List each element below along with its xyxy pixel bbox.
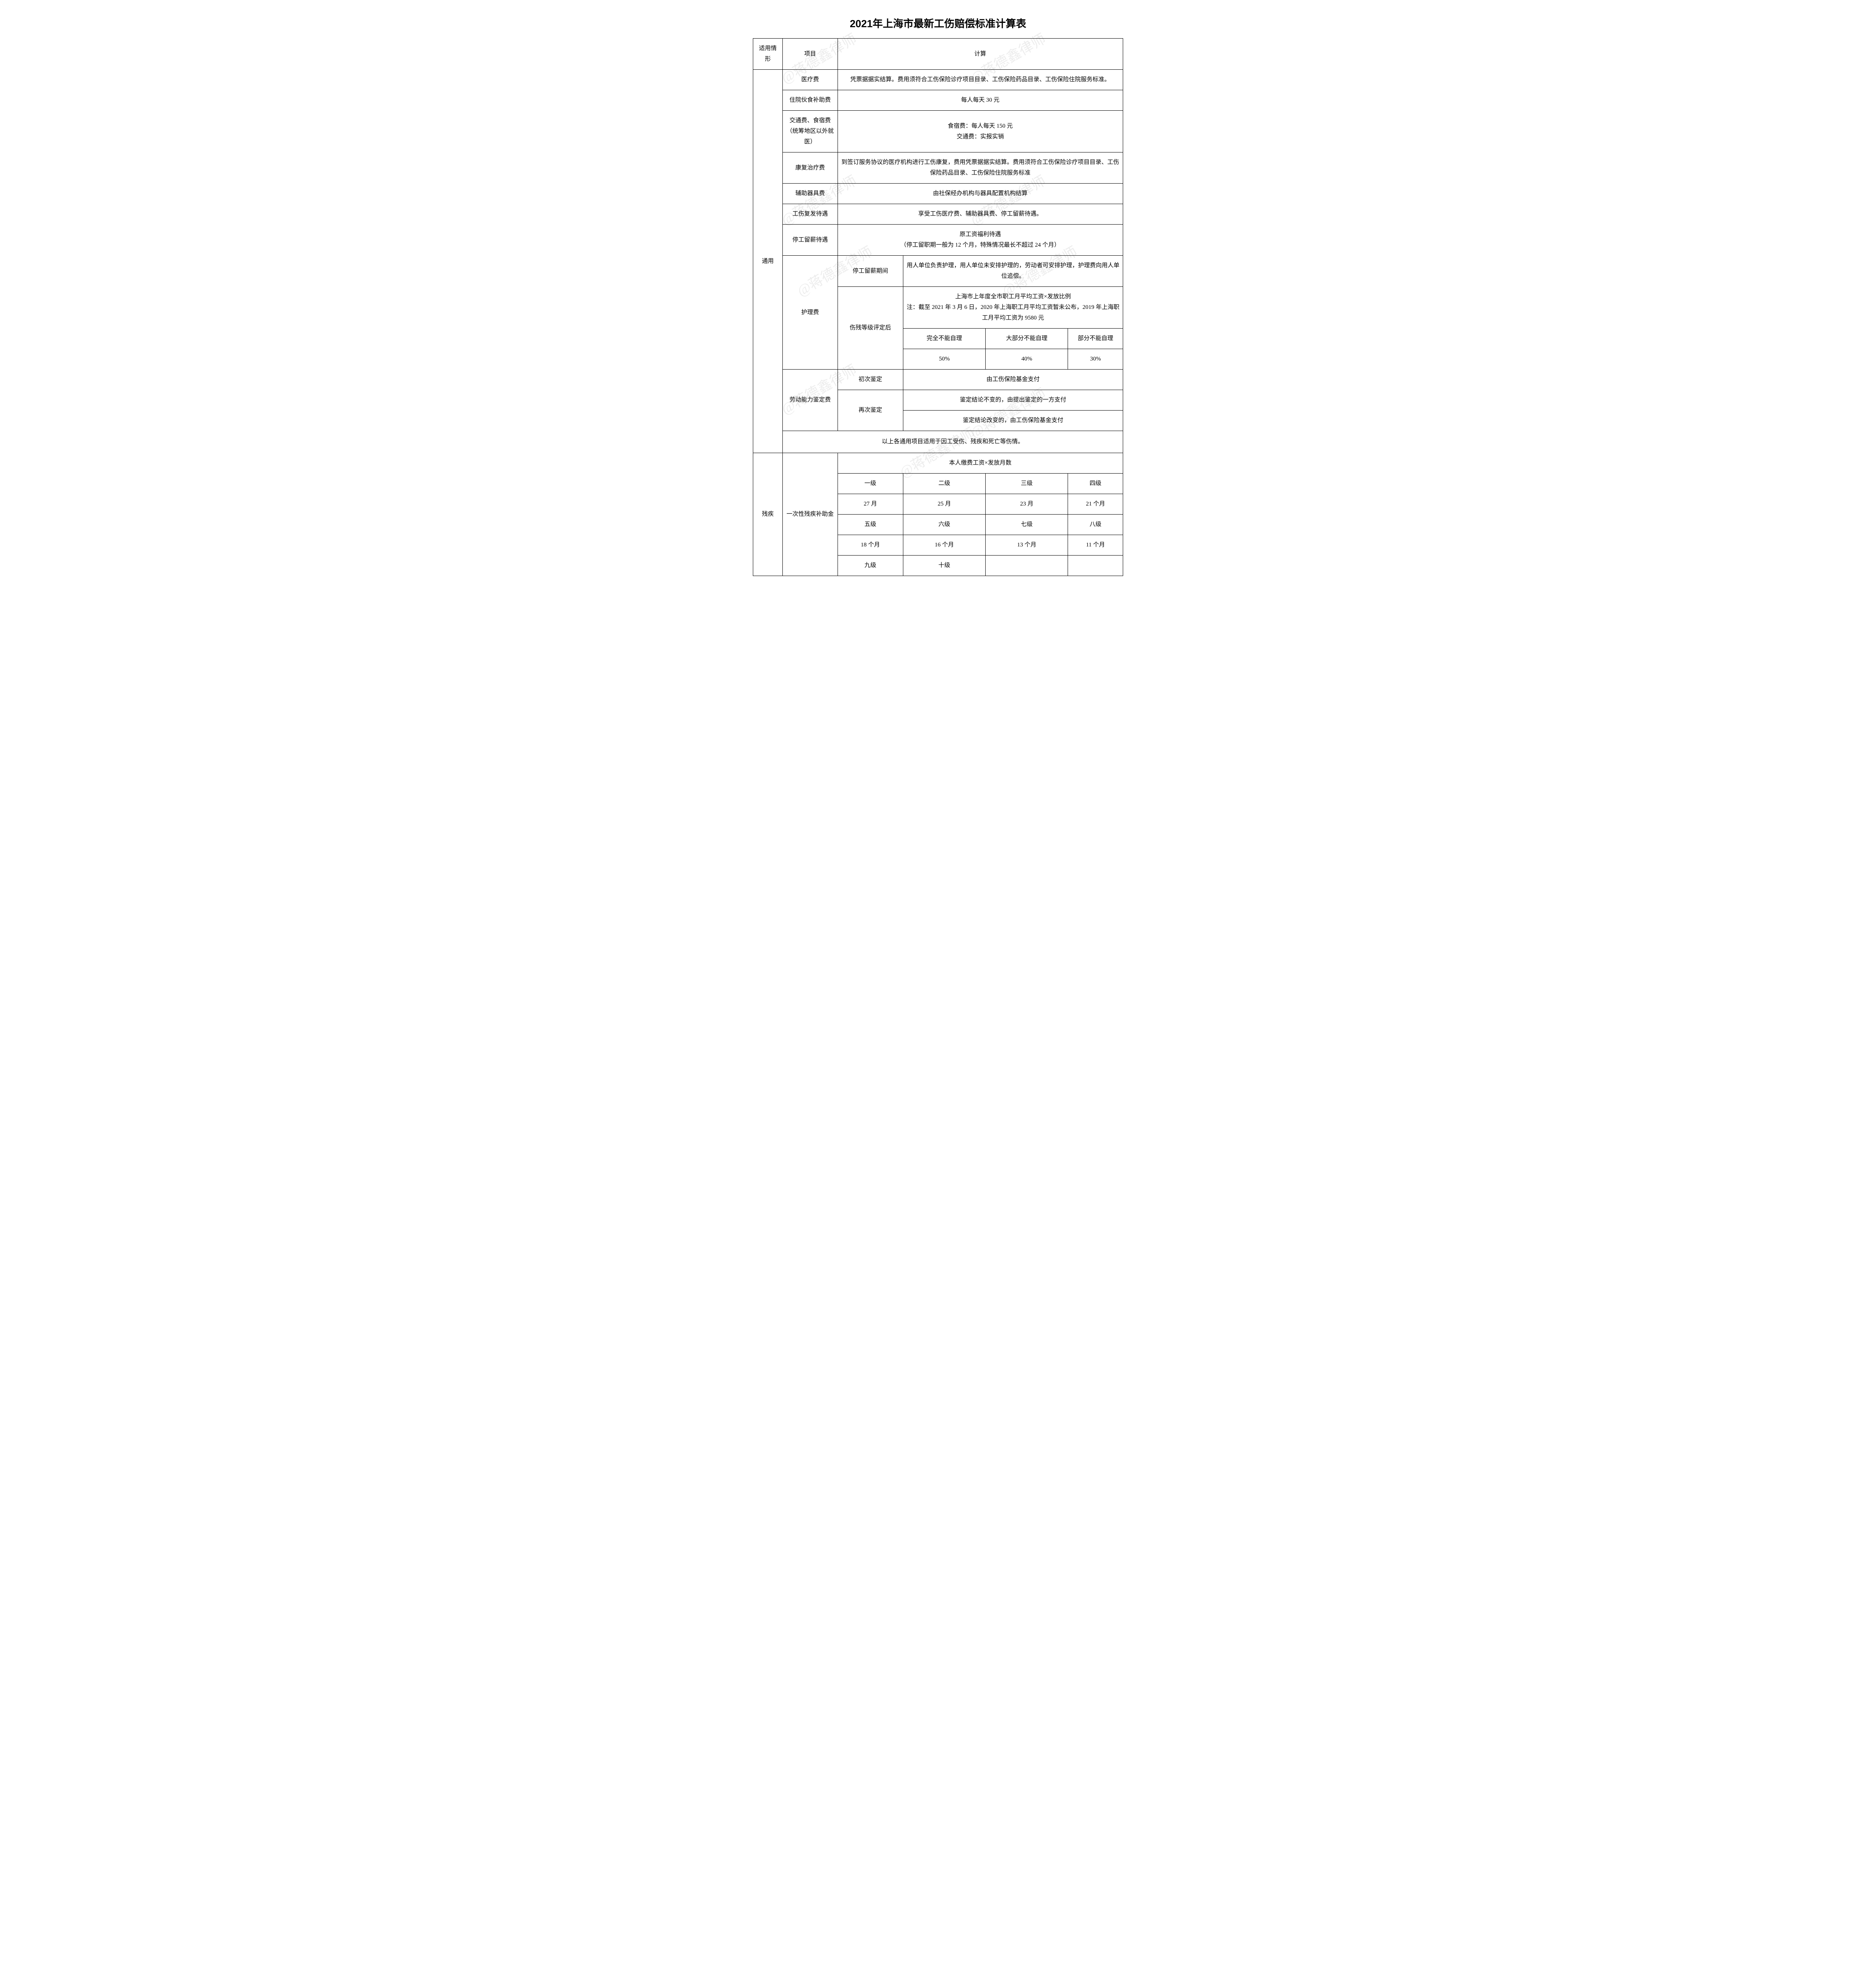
item-cell: 医疗费 bbox=[783, 70, 838, 90]
grade-cell: 四级 bbox=[1068, 474, 1123, 494]
table-row: 工伤复发待遇 享受工伤医疗费、辅助器具费、停工留薪待遇。 bbox=[753, 204, 1123, 225]
item-cell: 停工留薪待遇 bbox=[783, 225, 838, 256]
calc-cell: 享受工伤医疗费、辅助器具费、停工留薪待遇。 bbox=[838, 204, 1123, 225]
item-cell: 辅助器具费 bbox=[783, 184, 838, 204]
compensation-table: 适用情形 项目 计算 通用 医疗费 凭票据据实结算。费用须符合工伤保险诊疗项目目… bbox=[753, 38, 1123, 576]
grade-cell: 五级 bbox=[838, 515, 903, 535]
nursing-h2: 大部分不能自理 bbox=[986, 329, 1068, 349]
month-cell: 18 个月 bbox=[838, 535, 903, 556]
month-cell: 23 月 bbox=[986, 494, 1068, 515]
nursing-sub1-label: 停工留薪期间 bbox=[838, 256, 903, 287]
grade-cell: 八级 bbox=[1068, 515, 1123, 535]
scope-general: 通用 bbox=[753, 70, 783, 453]
general-footnote-row: 以上各通用项目适用于因工受伤、残疾和死亡等伤情。 bbox=[753, 431, 1123, 453]
nursing-h1: 完全不能自理 bbox=[903, 329, 985, 349]
nursing-v1: 50% bbox=[903, 349, 985, 370]
item-cell: 住院伙食补助费 bbox=[783, 90, 838, 111]
table-row: 残疾 一次性残疾补助金 本人缴费工资×发放月数 bbox=[753, 453, 1123, 474]
nursing-h3: 部分不能自理 bbox=[1068, 329, 1123, 349]
calc-cell: 由社保经办机构与器具配置机构结算 bbox=[838, 184, 1123, 204]
calc-cell: 食宿费：每人每天 150 元 交通费：实报实销 bbox=[838, 111, 1123, 152]
month-cell: 27 月 bbox=[838, 494, 903, 515]
table-row: 停工留薪待遇 原工资福利待遇 （停工留职期一般为 12 个月，特殊情况最长不超过… bbox=[753, 225, 1123, 256]
table-header-row: 适用情形 项目 计算 bbox=[753, 39, 1123, 70]
scope-disability: 残疾 bbox=[753, 453, 783, 576]
page-title: 2021年上海市最新工伤赔偿标准计算表 bbox=[753, 16, 1123, 30]
lump-formula: 本人缴费工资×发放月数 bbox=[838, 453, 1123, 474]
appraisal-again-label: 再次鉴定 bbox=[838, 390, 903, 431]
calc-cell: 到签订服务协议的医疗机构进行工伤康复，费用凭票据据实结算。费用须符合工伤保险诊疗… bbox=[838, 152, 1123, 184]
grade-cell: 六级 bbox=[903, 515, 985, 535]
month-cell: 16 个月 bbox=[903, 535, 985, 556]
grade-cell: 二级 bbox=[903, 474, 985, 494]
table-row: 护理费 停工留薪期间 用人单位负责护理，用人单位未安排护理的，劳动者可安排护理，… bbox=[753, 256, 1123, 287]
header-item: 项目 bbox=[783, 39, 838, 70]
nursing-sub2-label: 伤残等级评定后 bbox=[838, 287, 903, 370]
appraisal-again-c2: 鉴定结论改变的，由工伤保险基金支付 bbox=[903, 411, 1123, 431]
header-scope: 适用情形 bbox=[753, 39, 783, 70]
appraisal-again-c1: 鉴定结论不变的，由提出鉴定的一方支付 bbox=[903, 390, 1123, 411]
item-cell: 康复治疗费 bbox=[783, 152, 838, 184]
table-row: 辅助器具费 由社保经办机构与器具配置机构结算 bbox=[753, 184, 1123, 204]
calc-cell: 每人每天 30 元 bbox=[838, 90, 1123, 111]
grade-cell: 三级 bbox=[986, 474, 1068, 494]
table-row: 交通费、食宿费（统筹地区以外就医） 食宿费：每人每天 150 元 交通费：实报实… bbox=[753, 111, 1123, 152]
page: @蒋德鑫律师 @蒋德鑫律师 @蒋德鑫律师 @蒋德鑫律师 @蒋德鑫律师 @蒋德鑫律… bbox=[753, 16, 1123, 576]
month-cell: 21 个月 bbox=[1068, 494, 1123, 515]
nursing-v3: 30% bbox=[1068, 349, 1123, 370]
calc-cell: 原工资福利待遇 （停工留职期一般为 12 个月，特殊情况最长不超过 24 个月） bbox=[838, 225, 1123, 256]
grade-cell: 十级 bbox=[903, 556, 985, 576]
item-cell: 交通费、食宿费（统筹地区以外就医） bbox=[783, 111, 838, 152]
header-calc: 计算 bbox=[838, 39, 1123, 70]
item-lump: 一次性残疾补助金 bbox=[783, 453, 838, 576]
table-row: 住院伙食补助费 每人每天 30 元 bbox=[753, 90, 1123, 111]
table-row: 通用 医疗费 凭票据据实结算。费用须符合工伤保险诊疗项目目录、工伤保险药品目录、… bbox=[753, 70, 1123, 90]
nursing-sub2-note: 上海市上年度全市职工月平均工资×发放比例 注：截至 2021 年 3 月 6 日… bbox=[903, 287, 1123, 329]
item-nursing: 护理费 bbox=[783, 256, 838, 370]
general-footnote: 以上各通用项目适用于因工受伤、残疾和死亡等伤情。 bbox=[783, 431, 1123, 453]
empty-cell bbox=[986, 556, 1068, 576]
month-cell: 25 月 bbox=[903, 494, 985, 515]
empty-cell bbox=[1068, 556, 1123, 576]
nursing-sub1-calc: 用人单位负责护理，用人单位未安排护理的，劳动者可安排护理，护理费向用人单位追偿。 bbox=[903, 256, 1123, 287]
item-appraisal: 劳动能力鉴定费 bbox=[783, 370, 838, 431]
appraisal-first-calc: 由工伤保险基金支付 bbox=[903, 370, 1123, 390]
month-cell: 11 个月 bbox=[1068, 535, 1123, 556]
grade-cell: 九级 bbox=[838, 556, 903, 576]
grade-cell: 七级 bbox=[986, 515, 1068, 535]
table-row: 劳动能力鉴定费 初次鉴定 由工伤保险基金支付 bbox=[753, 370, 1123, 390]
appraisal-first-label: 初次鉴定 bbox=[838, 370, 903, 390]
calc-cell: 凭票据据实结算。费用须符合工伤保险诊疗项目目录、工伤保险药品目录、工伤保险住院服… bbox=[838, 70, 1123, 90]
table-row: 康复治疗费 到签订服务协议的医疗机构进行工伤康复，费用凭票据据实结算。费用须符合… bbox=[753, 152, 1123, 184]
nursing-v2: 40% bbox=[986, 349, 1068, 370]
item-cell: 工伤复发待遇 bbox=[783, 204, 838, 225]
month-cell: 13 个月 bbox=[986, 535, 1068, 556]
grade-cell: 一级 bbox=[838, 474, 903, 494]
